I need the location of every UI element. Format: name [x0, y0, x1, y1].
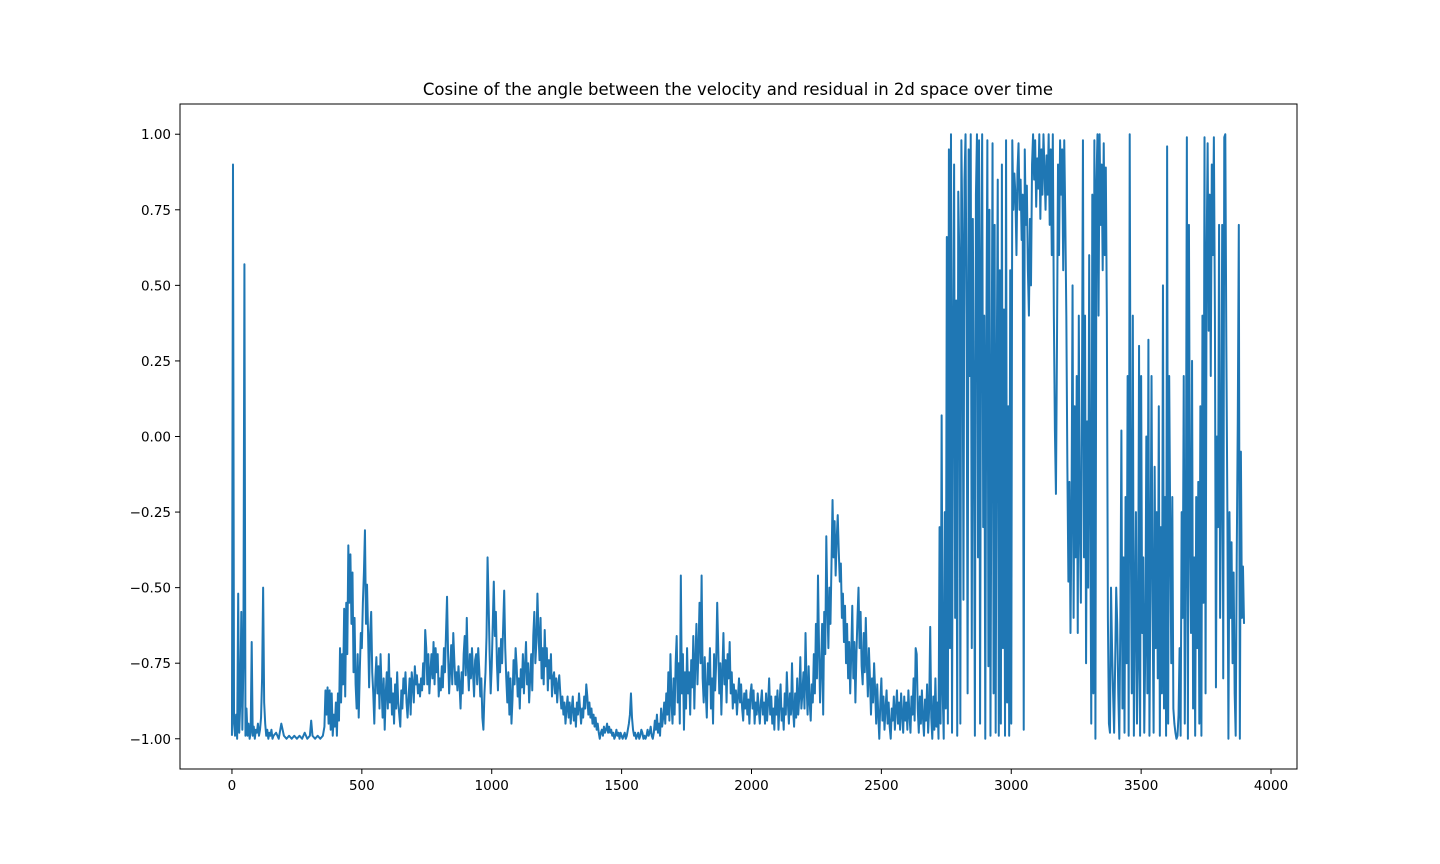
- y-tick-label: 0.75: [141, 203, 171, 219]
- plot-area: 0 500 1000 1500 2000 2500 3000 3500 4000 1.00 0.7…: [130, 103, 1298, 794]
- y-tick-label: −1.00: [130, 732, 171, 748]
- y-tick-label: −0.75: [130, 656, 171, 672]
- x-tick-label: 0: [228, 778, 237, 794]
- y-tick-label: −0.50: [130, 581, 171, 597]
- y-tick-label: 0.25: [141, 354, 171, 370]
- x-tick-label: 3500: [1124, 778, 1158, 794]
- x-axis: 0 500 1000 1500 2000 2500 3000 3500 4000: [228, 769, 1288, 794]
- y-tick-label: 0.00: [141, 430, 171, 446]
- x-tick-label: 3000: [994, 778, 1028, 794]
- chart-title: Cosine of the angle between the velocity…: [423, 80, 1053, 99]
- x-tick-label: 500: [349, 778, 375, 794]
- x-tick-label: 1500: [604, 778, 638, 794]
- x-tick-label: 1000: [475, 778, 509, 794]
- x-tick-label: 2500: [864, 778, 898, 794]
- y-tick-label: −0.25: [130, 505, 171, 521]
- y-tick-label: 1.00: [141, 127, 171, 143]
- y-tick-label: 0.50: [141, 278, 171, 294]
- x-tick-label: 4000: [1254, 778, 1288, 794]
- y-axis: 1.00 0.75 0.50 0.25 0.00 −0.25 −0.50 −0.75 −1.00: [130, 127, 180, 748]
- axes-frame: [179, 103, 1298, 770]
- series-layer: [230, 133, 1246, 740]
- x-tick-label: 2000: [734, 778, 768, 794]
- series-line-0: [230, 133, 1246, 740]
